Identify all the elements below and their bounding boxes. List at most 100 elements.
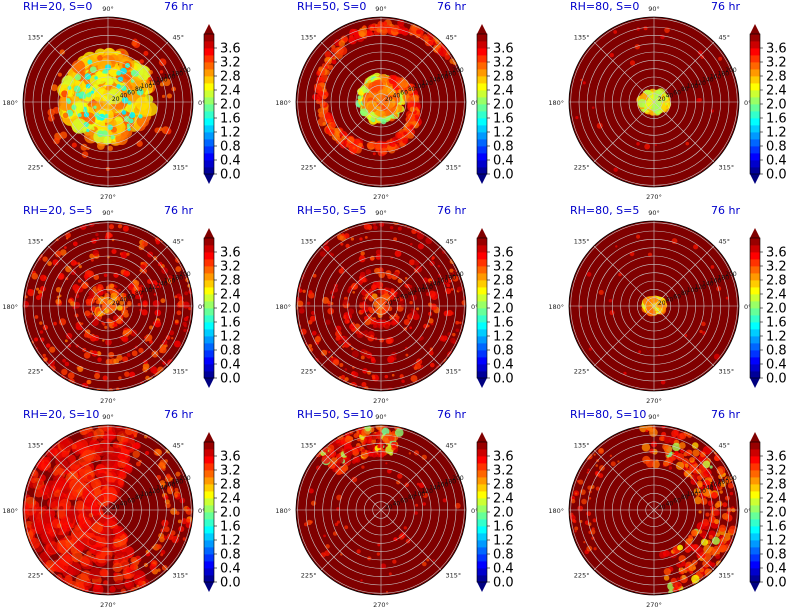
field-cell (389, 314, 395, 320)
colorbar-segment (750, 322, 760, 330)
field-cell (330, 253, 334, 257)
colorbar-segment (477, 498, 487, 506)
field-cell (124, 371, 130, 377)
colorbar-tick-label: 0.0 (220, 576, 241, 591)
field-cell (77, 262, 81, 265)
angular-tick-label: 180° (2, 99, 18, 107)
colorbar-tick-label: 2.8 (220, 70, 241, 85)
field-cell (671, 429, 679, 438)
field-cell (123, 293, 127, 297)
angular-gridline (593, 41, 655, 103)
colorbar-tick-label: 2.4 (766, 492, 787, 507)
field-cell (118, 295, 125, 302)
field-cell (328, 350, 331, 354)
field-cell (598, 447, 604, 453)
field-cell (160, 298, 166, 304)
colorbar-segment (750, 470, 760, 478)
radial-tick-label: 180 (172, 70, 184, 77)
colorbar-segment (204, 139, 214, 147)
field-cell (577, 505, 584, 512)
field-cell (678, 442, 686, 449)
colorbar-tick-label: 2.0 (220, 506, 241, 521)
field-cell (322, 121, 327, 126)
field-cell (92, 558, 97, 563)
angular-tick-label: 135° (301, 237, 317, 245)
radial-tick-label: 120 (694, 488, 706, 495)
angular-tick-label: 270° (100, 397, 116, 405)
angular-gridline (593, 245, 655, 307)
field-cell (149, 563, 157, 571)
field-cell (54, 477, 68, 491)
field-cell (713, 353, 720, 360)
colorbar-segment (477, 336, 487, 344)
field-cell (64, 575, 73, 584)
colorbar-segment (750, 547, 760, 555)
radial-tick-label: 20 (385, 300, 393, 307)
field-cell (61, 554, 73, 567)
field-cell (90, 542, 103, 556)
field-cell (335, 325, 342, 332)
field-cell (428, 311, 433, 316)
colorbar-segment (204, 322, 214, 330)
field-cell (344, 448, 353, 458)
radial-tick-label: 100 (687, 491, 699, 498)
panel-title: RH=20, S=5 (23, 204, 92, 217)
field-cell (674, 450, 679, 455)
field-cell (70, 259, 77, 266)
field-cell (575, 116, 579, 120)
colorbar-extend-max (477, 228, 487, 238)
field-cell (121, 110, 127, 115)
field-cell (338, 40, 346, 47)
colorbar-tick-label: 2.8 (766, 478, 787, 493)
radial-tick-label: 60 (400, 497, 408, 504)
angular-tick-label: 315° (173, 572, 189, 580)
angular-tick-label: 0° (471, 303, 478, 311)
radial-tick-label: 100 (141, 287, 153, 294)
angular-gridline (107, 245, 169, 307)
field-cell (114, 579, 125, 590)
field-cell (129, 371, 136, 378)
field-cell (715, 560, 722, 567)
radial-tick-label: 140 (702, 485, 714, 492)
field-cell (83, 121, 89, 128)
colorbar-tick-label: 1.2 (766, 126, 787, 141)
field-cell (86, 334, 92, 339)
field-cell (658, 436, 664, 442)
field-cell (692, 449, 700, 457)
field-cell (720, 480, 727, 488)
field-cell (344, 377, 349, 382)
colorbar-tick-label: 3.6 (220, 450, 241, 465)
field-cell (459, 321, 462, 325)
field-cell (102, 375, 108, 381)
field-cell (454, 56, 461, 63)
angular-gridline (380, 101, 442, 163)
colorbar-segment (204, 463, 214, 471)
colorbar-extend-min (750, 174, 760, 184)
field-cell (701, 321, 706, 327)
colorbar-segment (750, 449, 760, 457)
colorbar-segment (204, 568, 214, 576)
angular-tick-label: 315° (719, 368, 735, 376)
colorbar-tick-label: 1.2 (220, 126, 241, 141)
field-cell (413, 260, 420, 266)
colorbar-segment (477, 526, 487, 534)
field-cell (645, 425, 653, 431)
field-cell (322, 447, 329, 453)
field-cell (106, 88, 123, 105)
colorbar-segment (204, 343, 214, 351)
field-cell (318, 111, 325, 118)
angular-gridline (593, 509, 655, 571)
field-cell (574, 530, 577, 533)
field-cell (176, 310, 182, 316)
field-cell (61, 90, 68, 98)
field-cell (111, 238, 115, 242)
field-cell (106, 303, 112, 310)
field-cell (142, 363, 150, 370)
field-cell (391, 136, 399, 144)
angular-tick-label: 0° (744, 507, 751, 515)
field-cell (122, 336, 129, 343)
field-cell (120, 251, 128, 259)
field-cell (310, 500, 317, 506)
